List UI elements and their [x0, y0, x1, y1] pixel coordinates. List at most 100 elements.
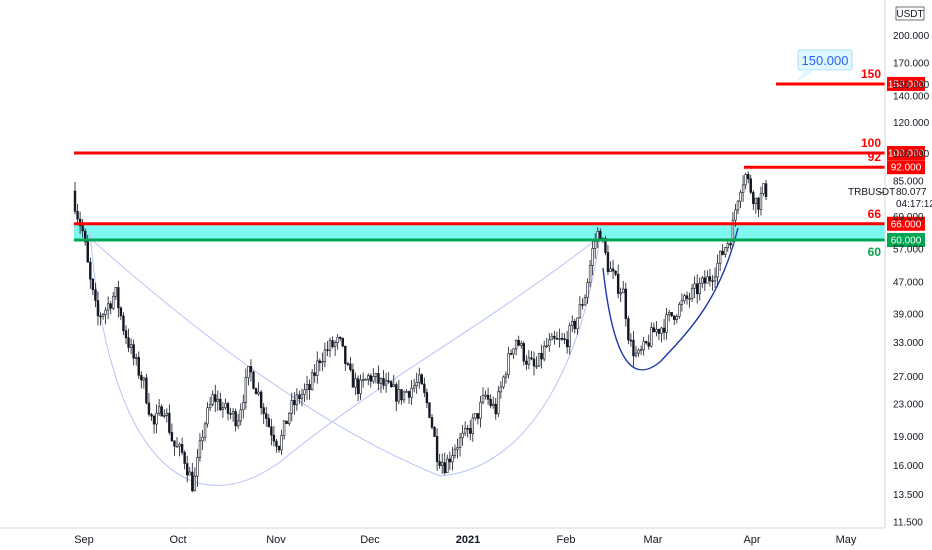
candle-body-down	[250, 366, 252, 372]
candle-body-up	[199, 441, 201, 458]
candle-body-up	[454, 449, 456, 455]
candle-body-up	[288, 413, 290, 423]
candle-body-up	[638, 350, 640, 353]
candle-body-up	[411, 388, 413, 397]
candle-body-down	[270, 427, 272, 435]
candle-body-down	[74, 191, 76, 211]
candle-body-up	[209, 404, 211, 408]
candle-body-up	[587, 283, 589, 298]
level-label-92: 92	[868, 150, 882, 164]
level-label-100: 100	[861, 136, 881, 150]
candle-body-down	[92, 279, 94, 290]
candle	[255, 388, 257, 394]
candle-body-up	[105, 310, 107, 315]
candle-body-down	[625, 289, 627, 319]
time-tick-label: Mar	[644, 534, 663, 546]
price-tick-label: 23.000	[893, 399, 924, 410]
candle	[146, 374, 148, 405]
candle	[434, 426, 436, 437]
candle-body-down	[477, 413, 479, 418]
candle-body-down	[487, 395, 489, 399]
candle-body-up	[635, 353, 637, 356]
price-tick-label: 19.000	[893, 432, 924, 443]
candle-body-up	[622, 289, 624, 293]
candle-body-down	[752, 192, 754, 203]
candle-body-up	[676, 316, 678, 319]
candle-body-up	[536, 366, 538, 367]
candle-body-up	[380, 378, 382, 383]
candle-body-down	[490, 399, 492, 405]
candle-body-down	[110, 304, 112, 309]
currency-label: USDT	[896, 7, 924, 20]
time-tick-label: Nov	[266, 534, 286, 546]
candle-body-up	[520, 343, 522, 345]
candle-body-down	[87, 242, 89, 262]
price-tick-label: 57.000	[893, 245, 924, 256]
candle-body-down	[319, 361, 321, 363]
candle-body-up	[212, 395, 214, 405]
candle-body-up	[515, 340, 517, 348]
candle-body-up	[222, 408, 224, 410]
candle-body-down	[469, 428, 471, 433]
candle-body-up	[367, 376, 369, 380]
candle-body-down	[574, 321, 576, 329]
candle-body-up	[281, 435, 283, 450]
candle-body-up	[610, 269, 612, 272]
candle-body-down	[561, 338, 563, 339]
candle-body-down	[429, 403, 431, 418]
candle-body-up	[678, 304, 680, 316]
candle-body-up	[666, 315, 668, 333]
candle-body-down	[299, 395, 301, 399]
candle-body-up	[329, 341, 331, 351]
candle-body-down	[518, 340, 520, 345]
candle-body-up	[135, 357, 137, 358]
candle-body-up	[112, 296, 114, 308]
candle-body-down	[255, 389, 257, 394]
candle-body-up	[207, 408, 209, 424]
candle-body-down	[327, 350, 329, 351]
candle-body-up	[360, 380, 362, 394]
candle-body-up	[194, 476, 196, 491]
candle-body-down	[533, 359, 535, 366]
candle-body-down	[352, 370, 354, 387]
candle-body-down	[181, 444, 183, 452]
price-tick-label: 47.000	[893, 278, 924, 289]
callout-value: 150.000	[802, 53, 849, 68]
candle-body-up	[232, 412, 234, 414]
candle-body-up	[538, 353, 540, 366]
candle-body-down	[151, 414, 153, 416]
candle-body-up	[324, 350, 326, 362]
candle-body-down	[268, 418, 270, 426]
candle-body-up	[393, 385, 395, 387]
candle-body-up	[589, 265, 591, 282]
candle-body-down	[615, 271, 617, 274]
level-tag-text-92: 92.000	[891, 163, 922, 174]
candle-body-up	[668, 312, 670, 314]
candle-body-up	[699, 283, 701, 294]
candle-body-down	[653, 328, 655, 332]
level-label-60: 60	[868, 245, 882, 259]
candle-body-down	[648, 343, 650, 346]
candle-body-down	[671, 312, 673, 315]
price-tick-label: 11.500	[893, 517, 923, 528]
candle-body-down	[146, 378, 148, 403]
candle-body-up	[291, 400, 293, 413]
candle-body-up	[472, 418, 474, 433]
candle-body-down	[388, 381, 390, 382]
candle-body-up	[691, 288, 693, 298]
candle-body-down	[722, 251, 724, 254]
candle-body-up	[462, 433, 464, 438]
price-tick-label: 27.000	[893, 372, 924, 383]
candle-body-down	[431, 417, 433, 427]
candle-body-up	[592, 248, 594, 265]
candle-body-down	[564, 339, 566, 340]
candle-body-down	[696, 284, 698, 294]
candle-body-down	[276, 441, 278, 446]
candle-body-down	[556, 338, 558, 339]
time-tick-label: Dec	[360, 534, 380, 546]
candle-body-up	[763, 184, 765, 194]
candle-body-down	[89, 262, 91, 279]
candle-body-up	[650, 328, 652, 347]
candle-body-down	[709, 277, 711, 281]
